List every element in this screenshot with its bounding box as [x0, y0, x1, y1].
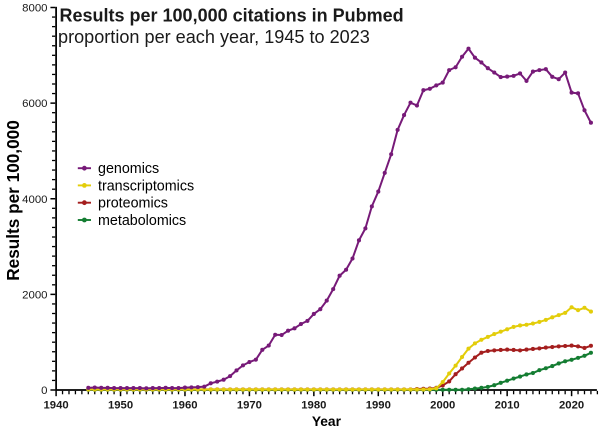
svg-text:metabolomics: metabolomics [98, 213, 186, 229]
svg-text:genomics: genomics [98, 161, 159, 177]
svg-text:0: 0 [41, 385, 47, 397]
svg-text:4000: 4000 [22, 194, 47, 206]
svg-text:Results per 100,000: Results per 100,000 [3, 120, 23, 281]
svg-text:proteomics: proteomics [98, 196, 168, 212]
svg-text:2000: 2000 [22, 289, 47, 301]
svg-text:2000: 2000 [430, 399, 455, 411]
svg-text:1960: 1960 [172, 399, 197, 411]
svg-text:2020: 2020 [559, 399, 584, 411]
svg-text:2010: 2010 [495, 399, 520, 411]
svg-text:Year: Year [312, 414, 342, 429]
svg-text:proportion per each year, 1945: proportion per each year, 1945 to 2023 [58, 27, 370, 47]
svg-text:1980: 1980 [301, 399, 326, 411]
svg-text:6000: 6000 [22, 98, 47, 110]
svg-text:8000: 8000 [22, 3, 47, 15]
svg-text:1950: 1950 [108, 399, 133, 411]
svg-text:1970: 1970 [237, 399, 262, 411]
svg-text:transcriptomics: transcriptomics [98, 178, 194, 194]
svg-text:1990: 1990 [366, 399, 391, 411]
svg-text:Results per 100,000 citations: Results per 100,000 citations in Pubmed [60, 6, 404, 26]
svg-text:1940: 1940 [44, 399, 69, 411]
